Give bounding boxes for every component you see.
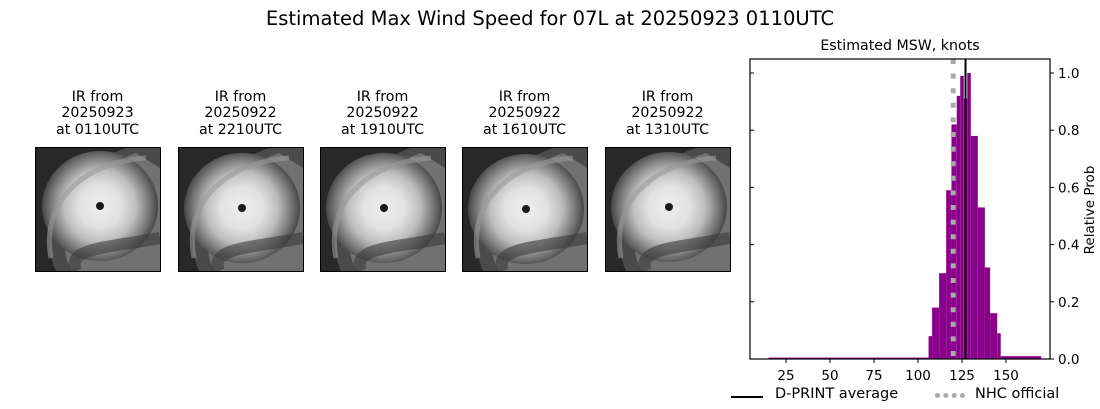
histogram-bar xyxy=(1000,356,1042,359)
ir-panel-date: 20250922 xyxy=(346,105,419,122)
histogram-bar xyxy=(977,207,985,359)
ir-panel-title: IR from 20250922 at 1910UTC xyxy=(300,89,465,138)
hurricane-eye-icon xyxy=(96,202,104,210)
ir-panel-date: 20250922 xyxy=(488,105,561,122)
ir-panel-title-line: IR from xyxy=(498,89,551,105)
histogram-bar xyxy=(951,124,957,359)
ir-satellite-image xyxy=(178,147,304,272)
histogram-bar xyxy=(984,267,991,359)
ir-panel-title-line: IR from xyxy=(71,89,124,105)
legend-label-dprint: D-PRINT average xyxy=(775,386,899,402)
x-tick-label: 25 xyxy=(777,368,794,384)
ir-panel-title-line: IR from xyxy=(641,89,694,105)
figure-title: Estimated Max Wind Speed for 07L at 2025… xyxy=(265,7,835,30)
x-tick-label: 50 xyxy=(821,368,838,384)
hurricane-eye-icon xyxy=(665,203,673,211)
ir-panel-time: at 0110UTC xyxy=(56,121,139,138)
y-tick-label: 0.4 xyxy=(1058,238,1079,254)
legend-label-nhc: NHC official xyxy=(975,386,1060,402)
histogram-bar xyxy=(990,313,998,359)
ir-satellite-image xyxy=(320,147,446,272)
histogram-bar xyxy=(960,75,964,360)
x-tick-label: 150 xyxy=(993,368,1019,384)
ir-satellite-image xyxy=(35,147,161,272)
ir-satellite-image xyxy=(605,147,731,272)
ir-satellite-image xyxy=(462,147,588,272)
histogram-bar xyxy=(768,357,929,359)
chart-title: Estimated MSW, knots xyxy=(820,38,979,54)
ir-panel-title-line: IR from xyxy=(356,89,409,105)
ir-panel-date: 20250923 xyxy=(61,105,134,122)
x-tick-label: 75 xyxy=(865,368,882,384)
ir-panel-title: IR from 20250923 at 0110UTC xyxy=(15,89,180,138)
y-tick-label: 0.0 xyxy=(1058,352,1079,368)
y-tick-label: 1.0 xyxy=(1058,66,1079,82)
ir-panel-time: at 1310UTC xyxy=(626,121,709,138)
dotted-line-swatch-icon xyxy=(935,393,965,398)
histogram-bar xyxy=(956,95,961,359)
histogram-bar xyxy=(997,333,1001,359)
hurricane-eye-icon xyxy=(238,204,246,212)
ir-panel-date: 20250922 xyxy=(204,105,277,122)
ir-panel-date: 20250922 xyxy=(631,105,704,122)
y-tick-label: 0.8 xyxy=(1058,123,1079,139)
histogram-bar xyxy=(946,190,952,359)
hurricane-eye-icon xyxy=(522,205,530,213)
y-tick-label: 0.6 xyxy=(1058,180,1079,196)
ir-panel-time: at 2210UTC xyxy=(199,121,282,138)
histogram-bar xyxy=(970,135,978,359)
histogram-bar xyxy=(932,307,940,359)
y-tick-label: 0.2 xyxy=(1058,295,1079,311)
ir-panel-time: at 1610UTC xyxy=(483,121,566,138)
ir-panel-title: IR from 20250922 at 1610UTC xyxy=(442,89,607,138)
ir-panel-title: IR from 20250922 at 1310UTC xyxy=(585,89,750,138)
ir-panel-title: IR from 20250922 at 2210UTC xyxy=(158,89,323,138)
histogram-bar xyxy=(928,336,933,359)
ir-panel-time: at 1910UTC xyxy=(341,121,424,138)
y-axis-label: Relative Prob xyxy=(1082,166,1098,255)
plot-frame xyxy=(749,58,1051,360)
histogram-bar xyxy=(967,73,971,359)
x-tick-label: 100 xyxy=(905,368,931,384)
histogram-bar xyxy=(939,273,947,359)
x-tick-label: 125 xyxy=(949,368,975,384)
ir-panel-title-line: IR from xyxy=(214,89,267,105)
hurricane-eye-icon xyxy=(380,204,388,212)
solid-line-swatch-icon xyxy=(731,396,763,398)
